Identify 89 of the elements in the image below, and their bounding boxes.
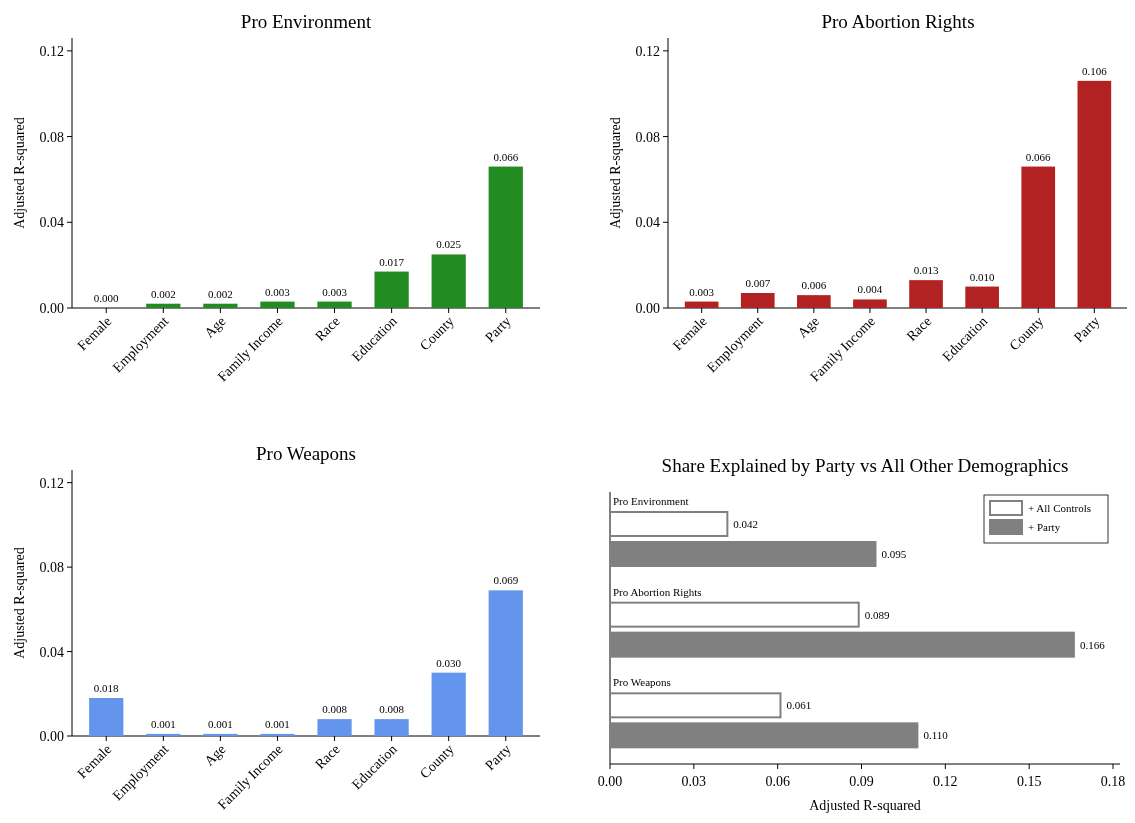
bar xyxy=(203,303,238,308)
bar xyxy=(1021,166,1056,308)
x-tick-label: 0.12 xyxy=(933,774,958,789)
y-tick-label: 0.04 xyxy=(635,215,660,231)
data-label: 0.008 xyxy=(379,703,405,716)
bar xyxy=(740,293,775,308)
bar xyxy=(431,254,466,308)
chart-title: Pro Weapons xyxy=(256,443,356,464)
data-label: 0.061 xyxy=(786,699,812,712)
data-label: 0.008 xyxy=(322,703,348,716)
y-tick-label: 0.12 xyxy=(39,475,64,491)
data-label: 0.018 xyxy=(93,682,120,694)
y-tick-label: 0.04 xyxy=(39,644,64,660)
y-tick-label: 0.00 xyxy=(39,729,64,744)
y-tick-label: Pro Environment xyxy=(613,495,689,507)
bar xyxy=(374,271,409,308)
data-label: 0.017 xyxy=(379,255,405,268)
bar xyxy=(1077,80,1112,308)
y-tick-label: 0.12 xyxy=(39,43,64,59)
x-tick-label: 0.09 xyxy=(849,774,874,789)
y-tick-label: 0.12 xyxy=(635,43,660,59)
data-label: 0.110 xyxy=(923,729,949,742)
bar xyxy=(797,295,831,308)
data-label: 0.002 xyxy=(208,287,233,300)
data-label: 0.001 xyxy=(150,717,176,730)
x-tick-label: Race xyxy=(903,313,935,344)
data-label: 0.007 xyxy=(745,277,771,289)
data-label: 0.006 xyxy=(801,279,827,292)
bar xyxy=(203,733,238,736)
legend-label: + Party xyxy=(1028,521,1061,533)
data-label: 0.003 xyxy=(265,285,291,298)
data-label: 0.000 xyxy=(93,292,120,304)
legend-label: + All Controls xyxy=(1028,502,1092,514)
bar xyxy=(431,672,466,736)
y-tick-label: Pro Abortion Rights xyxy=(613,585,702,598)
x-tick-label: 0.03 xyxy=(681,774,707,789)
bar xyxy=(965,286,999,308)
y-tick-label: 0.08 xyxy=(39,560,64,576)
y-tick-label: 0.08 xyxy=(39,129,64,145)
data-label: 0.089 xyxy=(864,608,890,621)
data-label: 0.001 xyxy=(265,717,290,730)
bar xyxy=(488,166,523,308)
y-tick-label: 0.04 xyxy=(39,215,64,231)
data-label: 0.003 xyxy=(689,285,715,298)
y-tick-label: Pro Weapons xyxy=(613,676,671,689)
data-label: 0.013 xyxy=(913,264,939,277)
data-label: 0.002 xyxy=(150,287,176,300)
x-tick-label: Age xyxy=(794,313,822,341)
bar xyxy=(488,590,523,736)
x-tick-label: 0.18 xyxy=(1100,774,1126,789)
data-label: 0.030 xyxy=(436,656,462,669)
bar xyxy=(146,303,181,308)
bar xyxy=(909,280,943,308)
chart-title: Share Explained by Party vs All Other Demographics xyxy=(661,455,1069,476)
y-axis-title: Adjusted R-squared xyxy=(12,547,27,659)
data-label: 0.069 xyxy=(493,574,519,587)
bar xyxy=(260,733,295,736)
y-tick-label: 0.00 xyxy=(39,301,64,316)
bar xyxy=(317,719,352,736)
x-tick-label: Age xyxy=(201,313,229,341)
data-label: 0.003 xyxy=(322,285,348,298)
data-label: 0.001 xyxy=(208,717,233,730)
bar xyxy=(317,301,352,308)
y-axis-title: Adjusted R-squared xyxy=(12,117,27,229)
x-tick-label: 0.15 xyxy=(1016,774,1042,789)
bar xyxy=(89,698,124,736)
chart-title: Pro Abortion Rights xyxy=(821,11,975,32)
bar xyxy=(260,301,295,308)
x-axis-title: Adjusted R-squared xyxy=(809,798,921,813)
bar xyxy=(684,301,719,308)
data-label: 0.066 xyxy=(493,150,519,163)
data-label: 0.166 xyxy=(1079,638,1106,651)
data-label: 0.106 xyxy=(1081,64,1108,77)
bar xyxy=(374,719,409,736)
x-tick-label: 0.00 xyxy=(597,774,623,789)
y-tick-label: 0.00 xyxy=(635,301,660,316)
data-label: 0.004 xyxy=(857,283,883,296)
chart-title: Pro Environment xyxy=(240,11,372,32)
data-label: 0.066 xyxy=(1025,150,1052,163)
bar xyxy=(146,733,181,736)
bar xyxy=(853,299,887,308)
data-label: 0.025 xyxy=(436,238,462,251)
x-tick-label: Age xyxy=(201,741,229,769)
data-label: 0.095 xyxy=(881,548,907,560)
y-axis-title: Adjusted R-squared xyxy=(608,117,623,229)
x-tick-label: 0.06 xyxy=(765,774,790,789)
y-tick-label: 0.08 xyxy=(635,129,660,145)
data-label: 0.010 xyxy=(969,270,996,283)
data-label: 0.042 xyxy=(733,518,759,530)
